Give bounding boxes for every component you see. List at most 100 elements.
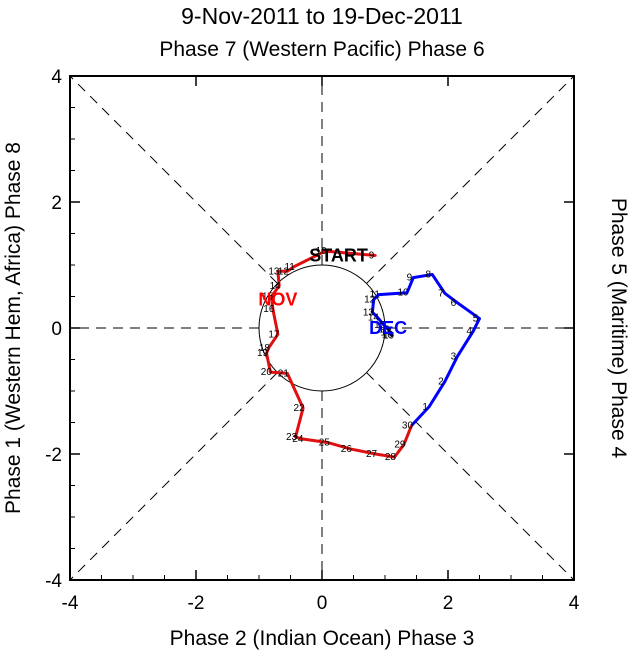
point-label: 12: [364, 295, 376, 306]
data-point: [276, 270, 280, 273]
point-label: 11: [370, 290, 381, 301]
point-label: 20: [261, 367, 273, 378]
data-point: [301, 406, 305, 410]
point-label: 6: [451, 298, 457, 309]
data-point: [265, 352, 268, 355]
point-label: 19: [257, 348, 269, 359]
point-label: 29: [394, 440, 406, 451]
point-label: 15: [374, 320, 386, 331]
point-label: 15: [262, 292, 274, 303]
point-label: 24: [292, 434, 304, 445]
data-point: [456, 301, 459, 304]
point-label: 8: [425, 269, 431, 280]
data-point: [456, 355, 459, 358]
point-label: 3: [451, 351, 457, 362]
point-label: 11: [284, 262, 295, 273]
y-tick-label: 4: [51, 67, 62, 88]
point-label: 21: [278, 368, 290, 379]
data-point: [300, 437, 304, 441]
point-label: 27: [366, 449, 378, 460]
data-point: [412, 276, 415, 279]
data-point: [443, 292, 447, 295]
point-label: 9: [407, 273, 413, 284]
data-point: [431, 273, 434, 276]
y-tick-label: -4: [45, 571, 62, 592]
x-tick-label: 0: [317, 593, 328, 614]
point-label: 1: [422, 402, 428, 413]
data-point: [388, 331, 392, 334]
track-nov: [265, 249, 413, 459]
data-point: [292, 265, 295, 269]
point-label: 9: [369, 251, 375, 262]
point-label: 17: [380, 327, 392, 338]
bottom-phase-label: Phase 2 (Indian Ocean) Phase 3: [170, 627, 475, 650]
data-point: [374, 254, 377, 257]
data-point: [386, 328, 390, 331]
data-point: [271, 307, 275, 311]
point-label: 13: [268, 266, 280, 277]
point-label: 4: [466, 326, 472, 337]
data-point: [294, 435, 297, 439]
point-label: 13: [363, 307, 375, 318]
left-phase-label: Phase 1 (Western Hem, Africa) Phase 8: [2, 142, 25, 514]
x-tick-label: 2: [443, 593, 454, 614]
data-point: [393, 455, 396, 459]
data-point: [472, 329, 475, 333]
data-point: [374, 452, 377, 456]
x-tick-label: 4: [569, 593, 580, 614]
point-label: 10: [397, 288, 409, 299]
divider-sw: [69, 372, 278, 581]
divider-nw: [69, 75, 278, 284]
data-point: [349, 447, 352, 451]
point-label: 16: [379, 324, 391, 335]
series-tracks: [265, 249, 481, 459]
point-label: 25: [319, 438, 331, 449]
divider-se: [366, 372, 575, 581]
y-tick-label: -2: [45, 445, 62, 466]
point-label: 23: [286, 432, 298, 443]
data-point: [382, 323, 385, 327]
point-label: 30: [402, 421, 414, 432]
data-point: [376, 316, 379, 319]
point-label: 18: [259, 343, 271, 354]
point-label: 14: [368, 312, 380, 323]
data-point: [443, 380, 447, 383]
data-point: [277, 284, 281, 287]
data-point: [371, 311, 374, 314]
data-point: [372, 298, 375, 301]
y-tick-label: 2: [51, 193, 62, 214]
point-label: 28: [385, 452, 397, 463]
data-point: [270, 295, 273, 298]
x-tick-label: -2: [188, 593, 205, 614]
data-point: [377, 293, 380, 296]
point-label: 16: [263, 304, 275, 315]
data-point: [286, 372, 289, 375]
start-label: START: [309, 246, 368, 266]
data-point: [327, 441, 330, 444]
point-label: 14: [270, 281, 282, 292]
data-point: [323, 249, 327, 253]
plot-frame: [69, 75, 575, 581]
point-label: 26: [341, 444, 353, 455]
data-point: [286, 270, 289, 273]
point-label: 17: [268, 329, 280, 340]
data-point: [478, 317, 481, 320]
x-tick-label: -4: [62, 593, 79, 614]
y-tick-label: 0: [51, 319, 62, 340]
chart-title: 9-Nov-2011 to 19-Dec-2011: [181, 3, 463, 29]
data-point: [276, 333, 280, 336]
phase-guides: [69, 75, 575, 581]
point-label: 22: [294, 403, 306, 414]
point-label: 2: [438, 377, 444, 388]
point-label: 18: [382, 329, 394, 340]
point-label: 5: [473, 314, 479, 325]
month-label-dec: DEC: [369, 318, 407, 338]
point-label: 10: [316, 246, 328, 257]
divider-ne: [366, 75, 575, 284]
month-label-nov: NOV: [258, 290, 297, 310]
data-point: [402, 443, 406, 446]
data-point: [427, 405, 431, 408]
